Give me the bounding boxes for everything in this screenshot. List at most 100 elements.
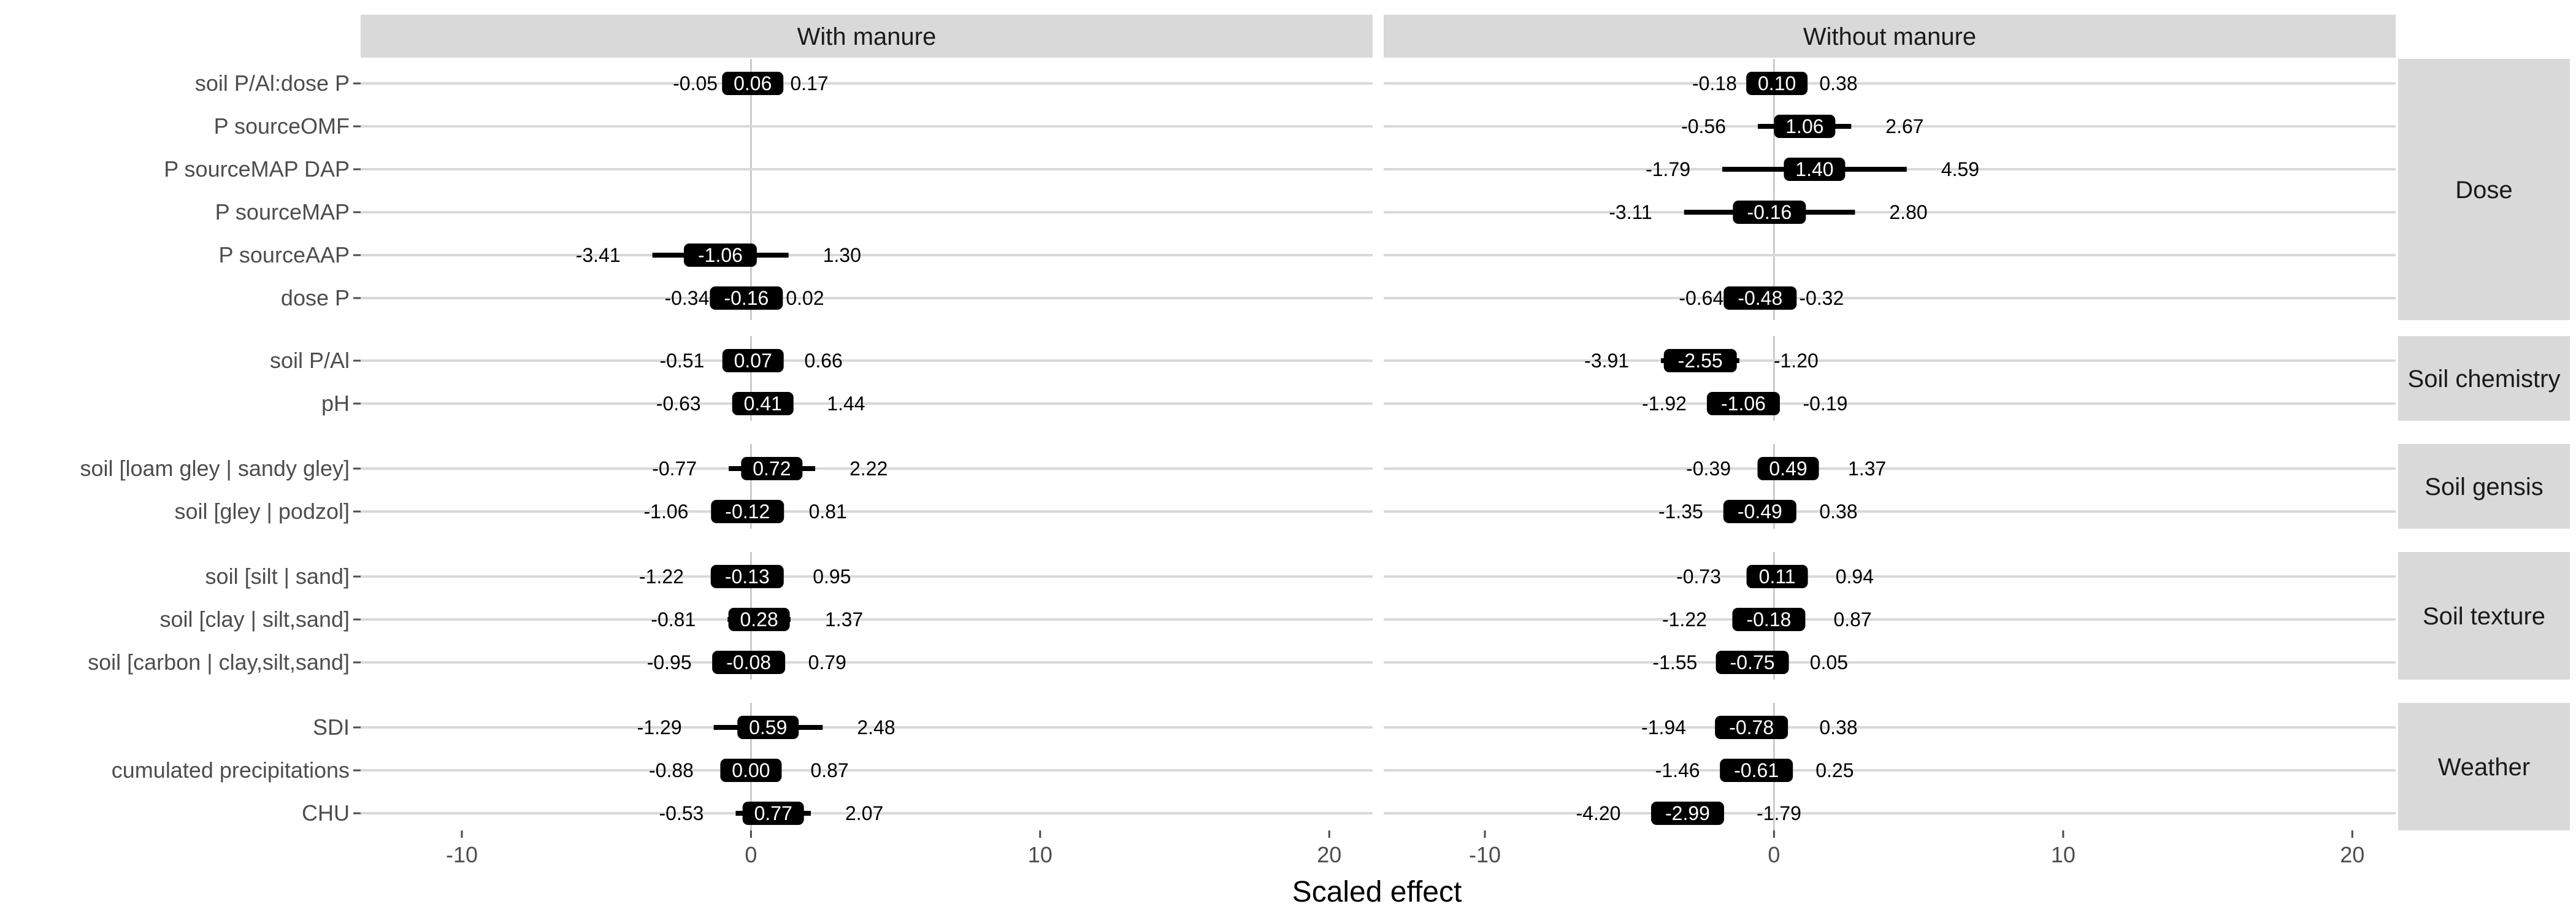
group-strip — [2398, 59, 2570, 320]
ci-upper-label: 2.80 — [1889, 201, 1927, 223]
estimate-label-bg — [732, 392, 794, 415]
ci-lower-label: -3.11 — [1609, 201, 1652, 223]
estimate-label: -0.12 — [725, 500, 770, 523]
group-strip — [2398, 444, 2570, 529]
ci-lower-label: -1.55 — [1652, 651, 1697, 673]
estimate-label: 0.00 — [732, 759, 770, 781]
ci-upper-label: 0.25 — [1815, 759, 1853, 781]
estimate-label: 0.41 — [744, 393, 782, 415]
panel-strip — [1384, 15, 2396, 58]
estimate-label: -0.13 — [725, 565, 770, 588]
row-label: soil [clay | silt,sand] — [160, 607, 350, 632]
row-label: soil [gley | podzol] — [174, 499, 350, 524]
estimate-label: 1.40 — [1795, 158, 1833, 180]
ci-upper-label: 0.87 — [1833, 608, 1871, 631]
ci-lower-label: -1.94 — [1641, 716, 1686, 738]
ci-lower-label: -1.35 — [1658, 500, 1703, 523]
ci-upper-label: 0.81 — [809, 500, 847, 523]
estimate-label: -1.06 — [698, 244, 743, 266]
row-label: P sourceAAP — [219, 242, 350, 267]
x-tick-label: 0 — [1768, 842, 1780, 867]
group-strip-label: Dose — [2455, 177, 2512, 204]
estimate-label-bg — [1733, 201, 1806, 224]
row-label: soil [loam gley | sandy gley] — [80, 456, 350, 481]
ci-upper-label: 0.94 — [1836, 565, 1874, 588]
ci-lower-label: -0.77 — [652, 458, 697, 480]
ci-upper-label: 4.59 — [1941, 158, 1979, 180]
ci-upper-label: 2.67 — [1885, 115, 1923, 137]
row-label: CHU — [302, 800, 350, 826]
estimate-label: 0.72 — [753, 458, 791, 480]
ci-lower-label: -0.88 — [649, 759, 694, 781]
ci-upper-label: 0.66 — [805, 350, 843, 372]
group-strip — [2398, 552, 2570, 680]
ci-lower-label: -0.51 — [659, 350, 704, 372]
estimate-label-bg — [1746, 565, 1808, 588]
estimate-label: 0.59 — [749, 716, 787, 738]
ci-upper-label: 1.37 — [1848, 458, 1886, 480]
ci-lower-label: -1.29 — [637, 716, 682, 738]
estimate-label: -0.16 — [724, 287, 769, 309]
ci-upper-label: 2.48 — [857, 716, 895, 738]
y-axis-labels: soil P/Al:dose P P sourceOMF P sourceMAP D… — [80, 71, 361, 826]
estimate-label: -0.61 — [1734, 759, 1779, 781]
ci-upper-label: 0.79 — [808, 651, 846, 673]
estimate-label: -2.99 — [1665, 802, 1710, 824]
group-strip — [2398, 703, 2570, 830]
estimate-label: -0.18 — [1746, 608, 1791, 631]
estimate-label: -1.06 — [1721, 393, 1766, 415]
ci-lower-label: -0.95 — [647, 651, 692, 673]
ci-lower-label: -4.20 — [1576, 802, 1620, 824]
estimate-label: 0.06 — [734, 72, 772, 94]
panel-backgrounds — [361, 59, 2396, 830]
row-label: P sourceMAP DAP — [164, 156, 350, 182]
estimate-label-bg — [728, 608, 790, 631]
estimate-label: 0.07 — [734, 350, 772, 372]
group-strip-label: Soil texture — [2423, 603, 2545, 630]
ci-lower-label: -0.73 — [1676, 565, 1721, 588]
row-label: cumulated precipitations — [112, 757, 350, 783]
ci-upper-label: 0.38 — [1819, 716, 1857, 738]
estimate-label-bg — [1774, 115, 1836, 138]
x-tick-label: -10 — [446, 842, 478, 867]
estimate-label-bg — [722, 349, 784, 372]
ci-lower-label: -0.56 — [1681, 115, 1726, 137]
x-tick-label: 10 — [2051, 842, 2076, 867]
row-label: soil P/Al:dose P — [195, 71, 350, 96]
estimate-label-bg — [1784, 158, 1846, 181]
estimate-label: -0.78 — [1729, 716, 1774, 738]
estimate-label: -0.48 — [1738, 287, 1782, 309]
ci-lower-label: -3.91 — [1584, 350, 1629, 372]
ci-upper-label: 0.38 — [1819, 72, 1857, 94]
estimate-label-bg — [1663, 349, 1737, 372]
row-label: dose P — [281, 285, 350, 310]
group-strip-label: Soil gensis — [2425, 473, 2543, 500]
ci-upper-label: -0.19 — [1803, 393, 1847, 415]
row-label: P sourceOMF — [214, 113, 350, 139]
estimate-label-bg — [1746, 72, 1808, 95]
ci-lower-label: -0.39 — [1686, 458, 1731, 480]
ci-upper-label: -1.20 — [1774, 350, 1819, 372]
ci-lower-label: -0.63 — [656, 393, 701, 415]
ci-upper-label: -0.32 — [1799, 287, 1844, 309]
row-label: soil [carbon | clay,silt,sand] — [88, 650, 350, 675]
estimate-label-bg — [742, 802, 804, 825]
row-label: pH — [321, 391, 350, 416]
ci-upper-label: 0.05 — [1810, 651, 1848, 673]
estimate-label: 0.10 — [1758, 72, 1796, 94]
estimate-label: -0.16 — [1747, 201, 1792, 223]
ci-lower-label: -1.46 — [1655, 759, 1700, 781]
ci-lower-label: -1.22 — [639, 565, 684, 588]
row-label: soil [silt | sand] — [205, 564, 350, 589]
ci-upper-label: 1.30 — [823, 244, 861, 266]
estimate-label: 0.77 — [754, 802, 792, 824]
data-marks: -0.05 0.17 0.06 -0.18 0.38 0.10 -0.56 2.67 1.06 -… — [576, 72, 1979, 825]
panel-strip-label: Without manure — [1803, 23, 1976, 50]
group-strip — [2398, 336, 2570, 421]
ci-lower-label: -0.53 — [659, 802, 704, 824]
row-label: soil P/Al — [270, 348, 350, 373]
estimate-label-bg — [741, 457, 803, 480]
estimate-label-bg — [1715, 651, 1789, 674]
estimate-label-bg — [712, 651, 786, 674]
estimate-label-bg — [711, 500, 784, 523]
